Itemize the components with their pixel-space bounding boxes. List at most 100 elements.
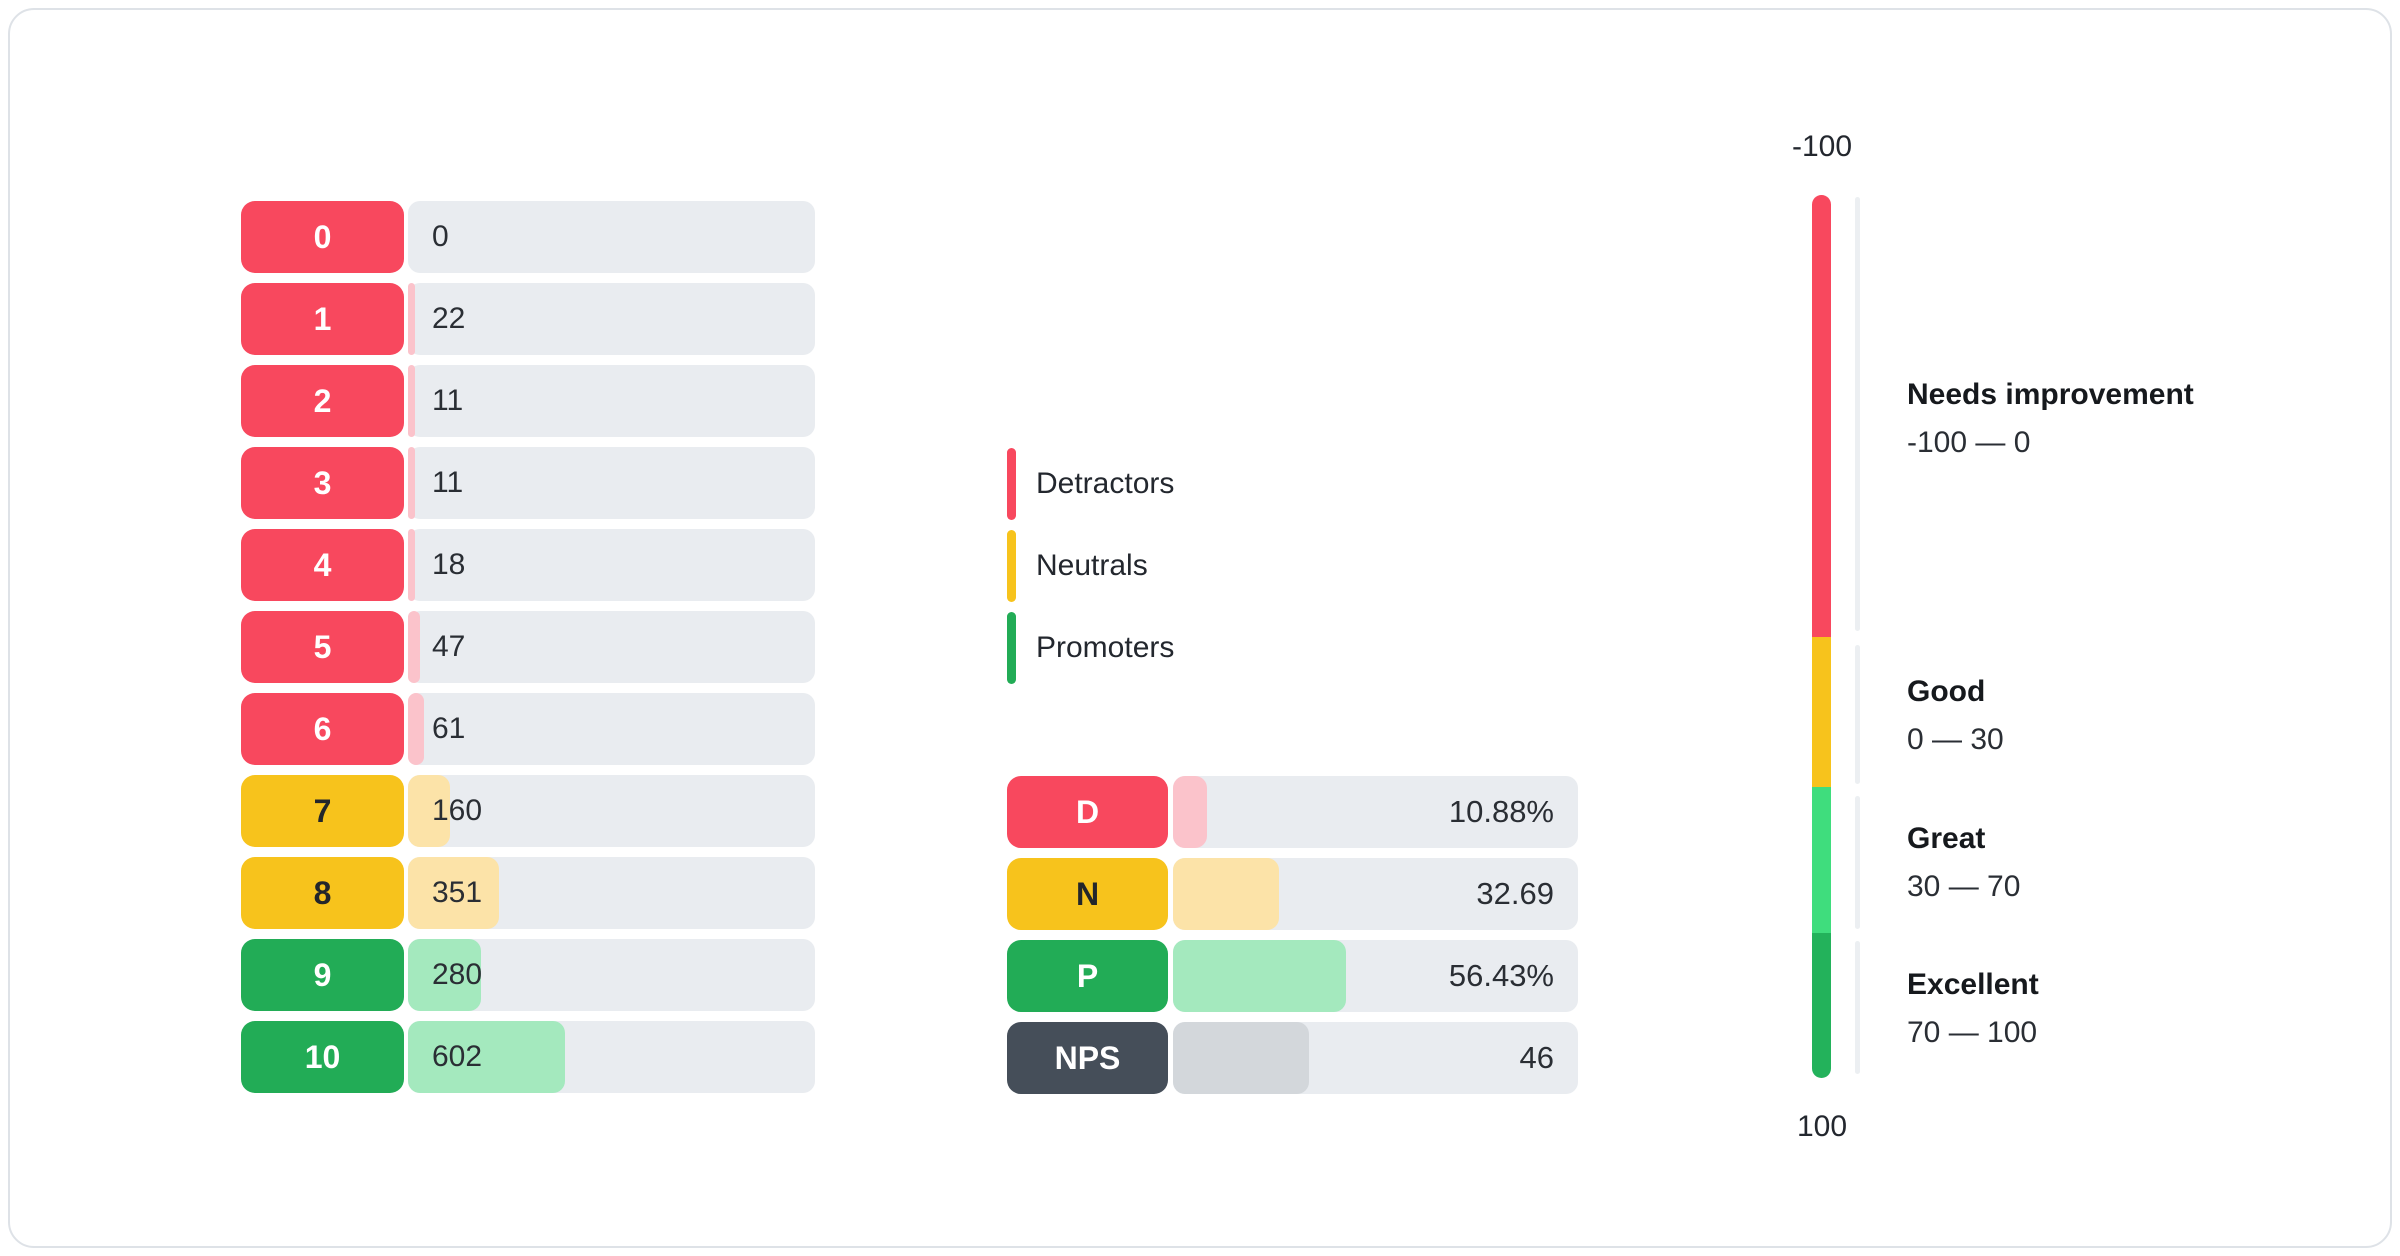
summary-row-nps: NPS 46	[1007, 1022, 1578, 1094]
score-row: 8 351	[241, 857, 815, 929]
summary-track: 46	[1173, 1022, 1578, 1094]
score-track: 47	[408, 611, 815, 683]
score-track: 280	[408, 939, 815, 1011]
score-count: 351	[432, 876, 483, 909]
score-row: 4 18	[241, 529, 815, 601]
zone-title: Great	[1907, 822, 1986, 855]
summary-row-neutrals: N 32.69	[1007, 858, 1578, 930]
legend-item-detractors: Detractors	[1007, 448, 1174, 520]
score-pill: 7	[241, 775, 404, 847]
score-track: 18	[408, 529, 815, 601]
summary-value: 32.69	[1476, 876, 1554, 911]
score-pill: 3	[241, 447, 404, 519]
legend: Detractors Neutrals Promoters	[1007, 448, 1174, 694]
gauge-segment-excellent	[1812, 933, 1831, 1078]
nps-report-card: 0 0 1 22 2 11 3 11	[8, 8, 2392, 1248]
gauge-zone-excellent: Excellent 70 — 100	[1907, 961, 2327, 1057]
score-row: 2 11	[241, 365, 815, 437]
score-count: 18	[432, 548, 466, 581]
promoters-swatch-icon	[1007, 612, 1016, 684]
legend-item-neutrals: Neutrals	[1007, 530, 1174, 602]
score-row: 7 160	[241, 775, 815, 847]
legend-item-promoters: Promoters	[1007, 612, 1174, 684]
gauge-zone-great: Great 30 — 70	[1907, 815, 2327, 911]
summary-fill	[1173, 776, 1208, 848]
score-track: 61	[408, 693, 815, 765]
summary-pill: D	[1007, 776, 1168, 848]
score-row: 10 602	[241, 1021, 815, 1093]
score-fill	[408, 447, 415, 519]
score-count: 602	[432, 1040, 483, 1073]
score-pill: 2	[241, 365, 404, 437]
zone-range: 30 — 70	[1907, 870, 2021, 903]
zone-title: Good	[1907, 675, 1986, 708]
score-row: 0 0	[241, 201, 815, 273]
score-track: 11	[408, 365, 815, 437]
gauge-segment-great	[1812, 787, 1831, 934]
nps-summary-chart: D 10.88% N 32.69 P 56.43% NPS 46	[1007, 776, 1578, 1104]
score-fill	[408, 775, 450, 847]
score-fill	[408, 1021, 565, 1093]
score-fill	[408, 365, 415, 437]
gauge-axis-tick	[1855, 197, 1860, 631]
score-track: 22	[408, 283, 815, 355]
summary-fill	[1173, 858, 1280, 930]
score-fill	[408, 693, 424, 765]
zone-range: -100 — 0	[1907, 426, 2031, 459]
score-pill: 5	[241, 611, 404, 683]
score-row: 5 47	[241, 611, 815, 683]
zone-title: Excellent	[1907, 968, 2039, 1001]
score-pill: 4	[241, 529, 404, 601]
summary-pill: NPS	[1007, 1022, 1168, 1094]
score-count: 22	[432, 302, 466, 335]
score-count: 47	[432, 630, 466, 663]
score-pill: 0	[241, 201, 404, 273]
score-fill	[408, 529, 415, 601]
gauge-axis-tick	[1855, 645, 1860, 784]
summary-track: 32.69	[1173, 858, 1578, 930]
score-track: 11	[408, 447, 815, 519]
detractors-swatch-icon	[1007, 448, 1016, 520]
gauge-max-label: 100	[1796, 1110, 1848, 1143]
score-row: 1 22	[241, 283, 815, 355]
score-count: 0	[432, 220, 449, 253]
gauge-segment-good	[1812, 637, 1831, 788]
score-fill	[408, 939, 481, 1011]
gauge-zone-needs-improvement: Needs improvement -100 — 0	[1907, 371, 2327, 467]
score-pill: 8	[241, 857, 404, 929]
score-fill	[408, 283, 415, 355]
summary-value: 10.88%	[1448, 794, 1554, 829]
score-count: 11	[432, 466, 464, 499]
summary-value: 56.43%	[1448, 958, 1554, 993]
summary-value: 46	[1519, 1040, 1554, 1075]
nps-gauge	[1812, 195, 1831, 1078]
score-pill: 6	[241, 693, 404, 765]
zone-title: Needs improvement	[1907, 378, 2194, 411]
summary-track: 56.43%	[1173, 940, 1578, 1012]
neutrals-swatch-icon	[1007, 530, 1016, 602]
score-count: 280	[432, 958, 483, 991]
summary-row-promoters: P 56.43%	[1007, 940, 1578, 1012]
summary-pill: P	[1007, 940, 1168, 1012]
score-row: 9 280	[241, 939, 815, 1011]
score-pill: 1	[241, 283, 404, 355]
score-row: 3 11	[241, 447, 815, 519]
summary-fill	[1173, 940, 1347, 1012]
score-count: 160	[432, 794, 483, 827]
summary-row-detractors: D 10.88%	[1007, 776, 1578, 848]
summary-track: 10.88%	[1173, 776, 1578, 848]
legend-label: Neutrals	[1036, 549, 1148, 582]
legend-label: Promoters	[1036, 631, 1175, 664]
summary-fill	[1173, 1022, 1310, 1094]
gauge-zone-good: Good 0 — 30	[1907, 668, 2327, 764]
score-count: 11	[432, 384, 464, 417]
gauge-axis-tick	[1855, 796, 1860, 929]
score-track: 0	[408, 201, 815, 273]
zone-range: 70 — 100	[1907, 1016, 2038, 1049]
score-distribution-chart: 0 0 1 22 2 11 3 11	[241, 201, 815, 1103]
gauge-segment-needs-improvement	[1812, 195, 1831, 638]
score-track: 160	[408, 775, 815, 847]
score-pill: 9	[241, 939, 404, 1011]
score-track: 602	[408, 1021, 815, 1093]
legend-label: Detractors	[1036, 467, 1175, 500]
